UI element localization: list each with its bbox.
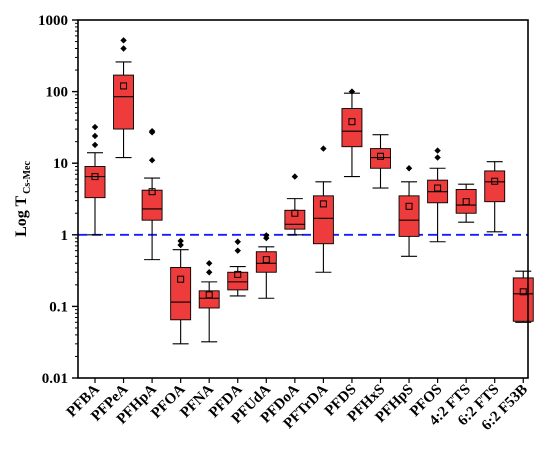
y-tick-label: 10 — [53, 156, 68, 172]
y-tick-label: 1000 — [38, 13, 68, 29]
mean-marker — [177, 275, 185, 283]
box-group-13 — [455, 183, 477, 223]
box-group-14 — [484, 161, 506, 233]
outlier-point — [120, 37, 127, 44]
outlier-point — [91, 132, 99, 140]
y-tick-label: 100 — [46, 85, 69, 101]
iqr-box — [141, 189, 163, 221]
box-group-5 — [227, 238, 249, 297]
box-group-11 — [398, 165, 420, 257]
mean-marker — [462, 198, 470, 206]
plot-frame — [77, 19, 529, 379]
mean-marker — [291, 209, 299, 217]
y-axis-title: Log T Cs-Mec — [13, 161, 33, 237]
y-tick-label: 0.01 — [42, 371, 68, 387]
outlier-point — [434, 154, 441, 161]
iqr-box — [284, 209, 306, 230]
iqr-box — [113, 74, 135, 130]
y-axis-title-subscript: Cs-Mec — [22, 161, 33, 194]
mean-marker — [262, 256, 270, 264]
y-axis-title-main: Log T — [13, 196, 30, 237]
outlier-point — [206, 260, 213, 267]
mean-marker — [205, 291, 213, 299]
outlier-point — [234, 238, 241, 245]
box-group-8 — [312, 145, 334, 273]
mean-marker — [434, 184, 442, 192]
outlier-point — [434, 147, 441, 154]
box-group-12 — [427, 147, 449, 243]
box-group-6 — [255, 232, 277, 299]
mean-marker — [120, 82, 128, 90]
iqr-box — [170, 266, 192, 321]
outlier-point — [91, 123, 99, 131]
iqr-box — [512, 277, 534, 322]
mean-marker — [491, 177, 499, 185]
mean-marker — [319, 200, 327, 208]
box-group-10 — [370, 134, 391, 189]
y-tick-label: 0.1 — [49, 299, 68, 315]
mean-marker — [91, 173, 99, 181]
outlier-point — [177, 237, 184, 245]
outlier-point — [320, 145, 327, 152]
box-layer — [84, 37, 534, 345]
outlier-point — [177, 241, 184, 249]
outlier-point — [206, 269, 213, 276]
box-group-0 — [84, 123, 106, 236]
outlier-point — [291, 173, 299, 180]
box-group-4 — [198, 260, 220, 343]
iqr-box — [198, 290, 220, 309]
iqr-box — [455, 188, 477, 214]
box-group-3 — [170, 237, 192, 345]
iqr-box — [398, 195, 420, 237]
mean-marker — [348, 118, 356, 126]
iqr-box — [341, 108, 363, 148]
iqr-box — [312, 195, 334, 245]
iqr-box — [484, 170, 506, 203]
iqr-box — [255, 251, 277, 273]
iqr-box — [227, 271, 249, 291]
outlier-point — [91, 141, 99, 149]
iqr-box — [370, 148, 391, 169]
outlier-point — [263, 232, 270, 239]
box-group-15 — [512, 270, 534, 323]
mean-marker — [148, 188, 156, 196]
outlier-point — [148, 127, 156, 135]
outlier-point — [234, 247, 241, 254]
y-tick-label: 1 — [61, 228, 69, 244]
mean-marker — [405, 202, 413, 210]
outlier-point — [405, 165, 413, 172]
iqr-box — [84, 166, 106, 199]
outlier-point — [148, 157, 156, 164]
box-group-1 — [113, 37, 135, 159]
mean-marker — [234, 270, 242, 278]
box-group-2 — [141, 127, 163, 261]
box-group-9 — [341, 88, 363, 178]
box-group-7 — [284, 173, 306, 236]
mean-marker — [377, 152, 384, 160]
outlier-point — [120, 45, 127, 52]
mean-marker — [519, 288, 527, 296]
outlier-point — [348, 88, 356, 95]
